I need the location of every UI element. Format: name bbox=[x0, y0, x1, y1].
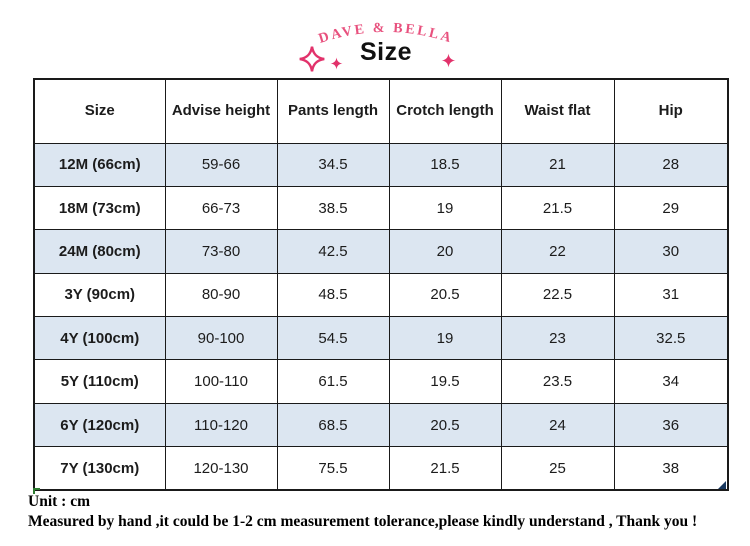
table-corner-mark bbox=[33, 488, 40, 494]
value-cell: 20.5 bbox=[388, 402, 502, 448]
header-row: Size Advise height Pants length Crotch l… bbox=[33, 78, 729, 144]
sparkle-icon bbox=[330, 57, 343, 70]
value-cell: 21 bbox=[500, 142, 615, 187]
value-cell: 21.5 bbox=[500, 185, 615, 231]
tolerance-note: Measured by hand ,it could be 1-2 cm mea… bbox=[28, 512, 698, 530]
value-cell: 25 bbox=[500, 446, 615, 491]
size-cell: 12M (66cm) bbox=[33, 142, 166, 187]
size-cell: 18M (73cm) bbox=[33, 185, 166, 231]
table-row: 6Y (120cm) 110-120 68.5 20.5 24 36 bbox=[33, 402, 729, 448]
column-header-pants-length: Pants length bbox=[276, 78, 390, 144]
column-header-waist-flat: Waist flat bbox=[500, 78, 615, 144]
column-header-crotch-length: Crotch length bbox=[388, 78, 502, 144]
value-cell: 42.5 bbox=[276, 229, 390, 274]
resize-handle-icon bbox=[718, 481, 726, 489]
size-cell: 4Y (100cm) bbox=[33, 316, 166, 361]
value-cell: 28 bbox=[613, 142, 729, 187]
value-cell: 38 bbox=[613, 446, 729, 491]
column-header-advise-height: Advise height bbox=[164, 78, 278, 144]
value-cell: 38.5 bbox=[276, 185, 390, 231]
sparkle-icon bbox=[299, 46, 325, 72]
value-cell: 19 bbox=[388, 316, 502, 361]
header: DAVE & BELLA Size bbox=[0, 0, 750, 78]
size-cell: 3Y (90cm) bbox=[33, 272, 166, 318]
value-cell: 36 bbox=[613, 402, 729, 448]
size-table-body: 12M (66cm) 59-66 34.5 18.5 21 28 18M (73cm) 66-… bbox=[33, 142, 729, 491]
value-cell: 48.5 bbox=[276, 272, 390, 318]
value-cell: 75.5 bbox=[276, 446, 390, 491]
size-cell: 7Y (130cm) bbox=[33, 446, 166, 491]
value-cell: 22 bbox=[500, 229, 615, 274]
value-cell: 34 bbox=[613, 359, 729, 404]
table-row: 24M (80cm) 73-80 42.5 20 22 30 bbox=[33, 229, 729, 274]
value-cell: 18.5 bbox=[388, 142, 502, 187]
table-row: 18M (73cm) 66-73 38.5 19 21.5 29 bbox=[33, 185, 729, 231]
size-cell: 5Y (110cm) bbox=[33, 359, 166, 404]
value-cell: 59-66 bbox=[164, 142, 278, 187]
value-cell: 66-73 bbox=[164, 185, 278, 231]
value-cell: 31 bbox=[613, 272, 729, 318]
value-cell: 120-130 bbox=[164, 446, 278, 491]
value-cell: 34.5 bbox=[276, 142, 390, 187]
column-header-hip: Hip bbox=[613, 78, 729, 144]
size-cell: 24M (80cm) bbox=[33, 229, 166, 274]
value-cell: 110-120 bbox=[164, 402, 278, 448]
unit-note: Unit : cm bbox=[28, 493, 90, 510]
table-row: 4Y (100cm) 90-100 54.5 19 23 32.5 bbox=[33, 316, 729, 361]
value-cell: 29 bbox=[613, 185, 729, 231]
value-cell: 19 bbox=[388, 185, 502, 231]
value-cell: 24 bbox=[500, 402, 615, 448]
table-header: Size Advise height Pants length Crotch l… bbox=[33, 78, 729, 144]
sparkle-icon bbox=[441, 53, 456, 68]
column-header-size: Size bbox=[33, 78, 166, 144]
value-cell: 61.5 bbox=[276, 359, 390, 404]
value-cell: 68.5 bbox=[276, 402, 390, 448]
footer: Unit : cm Measured by hand ,it could be … bbox=[28, 492, 743, 531]
value-cell: 23 bbox=[500, 316, 615, 361]
value-cell: 23.5 bbox=[500, 359, 615, 404]
value-cell: 20 bbox=[388, 229, 502, 274]
value-cell: 90-100 bbox=[164, 316, 278, 361]
size-table: Size Advise height Pants length Crotch l… bbox=[33, 78, 729, 492]
page-title: Size bbox=[359, 38, 413, 66]
table-row: 5Y (110cm) 100-110 61.5 19.5 23.5 34 bbox=[33, 359, 729, 404]
brand-logo: DAVE & BELLA bbox=[317, 21, 453, 47]
value-cell: 20.5 bbox=[388, 272, 502, 318]
value-cell: 32.5 bbox=[613, 316, 729, 361]
value-cell: 80-90 bbox=[164, 272, 278, 318]
value-cell: 100-110 bbox=[164, 359, 278, 404]
value-cell: 73-80 bbox=[164, 229, 278, 274]
table-row: 7Y (130cm) 120-130 75.5 21.5 25 38 bbox=[33, 446, 729, 491]
value-cell: 30 bbox=[613, 229, 729, 274]
table-row: 3Y (90cm) 80-90 48.5 20.5 22.5 31 bbox=[33, 272, 729, 318]
value-cell: 21.5 bbox=[388, 446, 502, 491]
table-row: 12M (66cm) 59-66 34.5 18.5 21 28 bbox=[33, 142, 729, 187]
value-cell: 22.5 bbox=[500, 272, 615, 318]
size-cell: 6Y (120cm) bbox=[33, 402, 166, 448]
value-cell: 54.5 bbox=[276, 316, 390, 361]
value-cell: 19.5 bbox=[388, 359, 502, 404]
